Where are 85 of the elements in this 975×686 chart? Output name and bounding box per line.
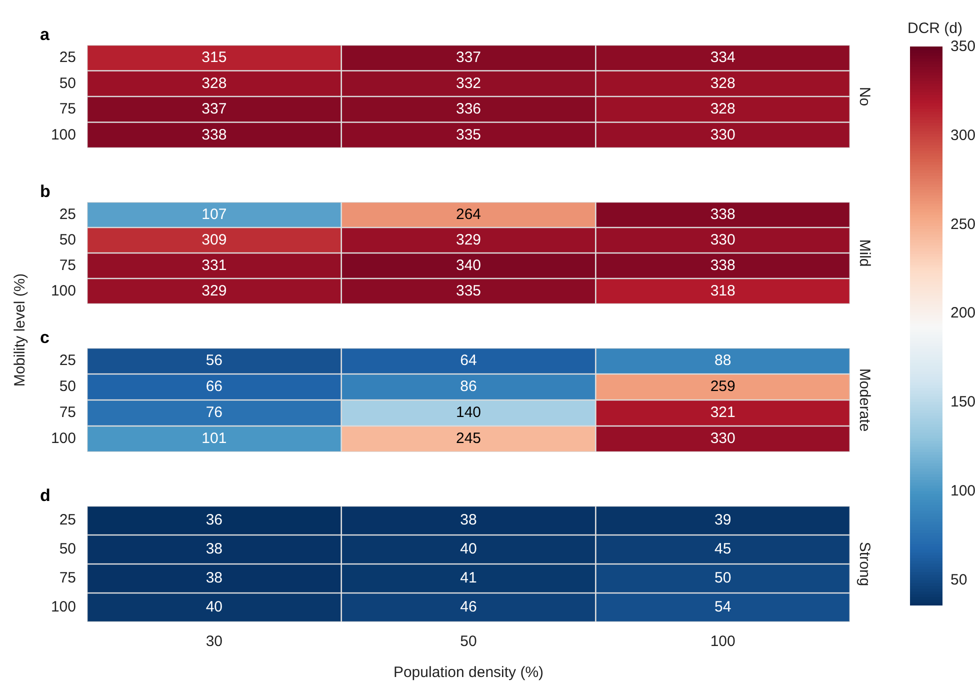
data-label: 259 — [710, 378, 736, 396]
data-label: 38 — [206, 540, 223, 558]
data-label: 50 — [714, 570, 732, 587]
data-label: 40 — [206, 598, 223, 616]
data-label: 86 — [460, 378, 477, 396]
data-label: 328 — [202, 74, 227, 92]
data-label: 101 — [202, 430, 227, 448]
x-tick-label: 100 — [710, 633, 736, 650]
x-axis-title: Population density (%) — [393, 664, 544, 682]
data-label: 54 — [714, 598, 732, 616]
chart-title: b — [40, 182, 50, 201]
data-label: 328 — [710, 100, 736, 118]
data-label: 338 — [710, 206, 736, 223]
y2-axis-title: Moderate — [856, 368, 873, 432]
y2-axis-title: Strong — [856, 542, 873, 586]
y-tick-label: 50 — [59, 231, 76, 248]
data-label: 336 — [456, 100, 482, 118]
color-bar-title: DCR (d) — [908, 20, 962, 37]
color-bar-label: 300 — [950, 126, 975, 144]
color-bar-label: 250 — [950, 216, 975, 233]
y2-axis-title: Mild — [856, 239, 873, 267]
color-bar-label: 150 — [950, 394, 975, 411]
data-label: 334 — [710, 49, 736, 66]
data-label: 321 — [710, 404, 736, 422]
chart-title: d — [40, 486, 50, 505]
y-axis-title: Mobility level (%) — [12, 273, 28, 387]
data-label: 318 — [710, 282, 736, 300]
chart-title: c — [40, 328, 50, 347]
data-label: 36 — [206, 512, 223, 529]
data-label: 337 — [202, 100, 227, 118]
data-label: 140 — [456, 404, 482, 422]
data-label: 56 — [206, 352, 223, 370]
data-label: 330 — [710, 231, 736, 248]
y-tick-label: 25 — [59, 49, 76, 66]
chart-title: a — [40, 25, 50, 44]
color-bar-label: 350 — [950, 38, 975, 56]
y-tick-label: 75 — [59, 100, 76, 118]
y-tick-label: 75 — [59, 404, 76, 422]
data-label: 335 — [456, 282, 482, 300]
y-tick-label: 100 — [50, 598, 76, 616]
data-label: 107 — [202, 206, 227, 223]
y-tick-label: 25 — [59, 352, 76, 370]
data-label: 315 — [202, 49, 227, 66]
data-label: 88 — [714, 352, 732, 370]
y-tick-label: 25 — [59, 512, 76, 529]
data-label: 76 — [206, 404, 223, 422]
x-tick-label: 50 — [460, 633, 477, 650]
y-tick-label: 50 — [59, 540, 76, 558]
data-label: 64 — [460, 352, 477, 370]
data-label: 330 — [710, 126, 736, 144]
y-tick-label: 50 — [59, 74, 76, 92]
data-label: 245 — [456, 430, 482, 448]
data-label: 45 — [714, 540, 732, 558]
data-label: 338 — [202, 126, 227, 144]
data-label: 41 — [460, 570, 477, 587]
y-tick-label: 100 — [50, 430, 76, 448]
color-bar-label: 200 — [950, 304, 975, 322]
data-label: 264 — [456, 206, 482, 223]
data-label: 46 — [460, 598, 477, 616]
y-tick-label: 25 — [59, 206, 76, 223]
y-tick-label: 100 — [50, 126, 76, 144]
data-label: 66 — [206, 378, 223, 396]
color-bar-label: 100 — [950, 482, 975, 500]
data-label: 331 — [202, 256, 227, 274]
x-tick-label: 30 — [206, 633, 223, 650]
data-label: 309 — [202, 231, 227, 248]
y-tick-label: 50 — [59, 378, 76, 396]
data-label: 329 — [456, 231, 482, 248]
data-label: 40 — [460, 540, 477, 558]
data-label: 337 — [456, 49, 482, 66]
y2-axis-title: No — [856, 86, 873, 106]
data-label: 329 — [202, 282, 227, 300]
y-tick-label: 75 — [59, 570, 76, 587]
data-label: 330 — [710, 430, 736, 448]
y-tick-label: 75 — [59, 256, 76, 274]
data-label: 328 — [710, 74, 736, 92]
data-label: 340 — [456, 256, 482, 274]
y-tick-label: 100 — [50, 282, 76, 300]
data-label: 338 — [710, 256, 736, 274]
data-label: 38 — [460, 512, 477, 529]
data-label: 38 — [206, 570, 223, 587]
data-label: 39 — [714, 512, 732, 529]
color-bar-label: 50 — [950, 571, 968, 588]
data-label: 335 — [456, 126, 482, 144]
data-label: 332 — [456, 74, 482, 92]
